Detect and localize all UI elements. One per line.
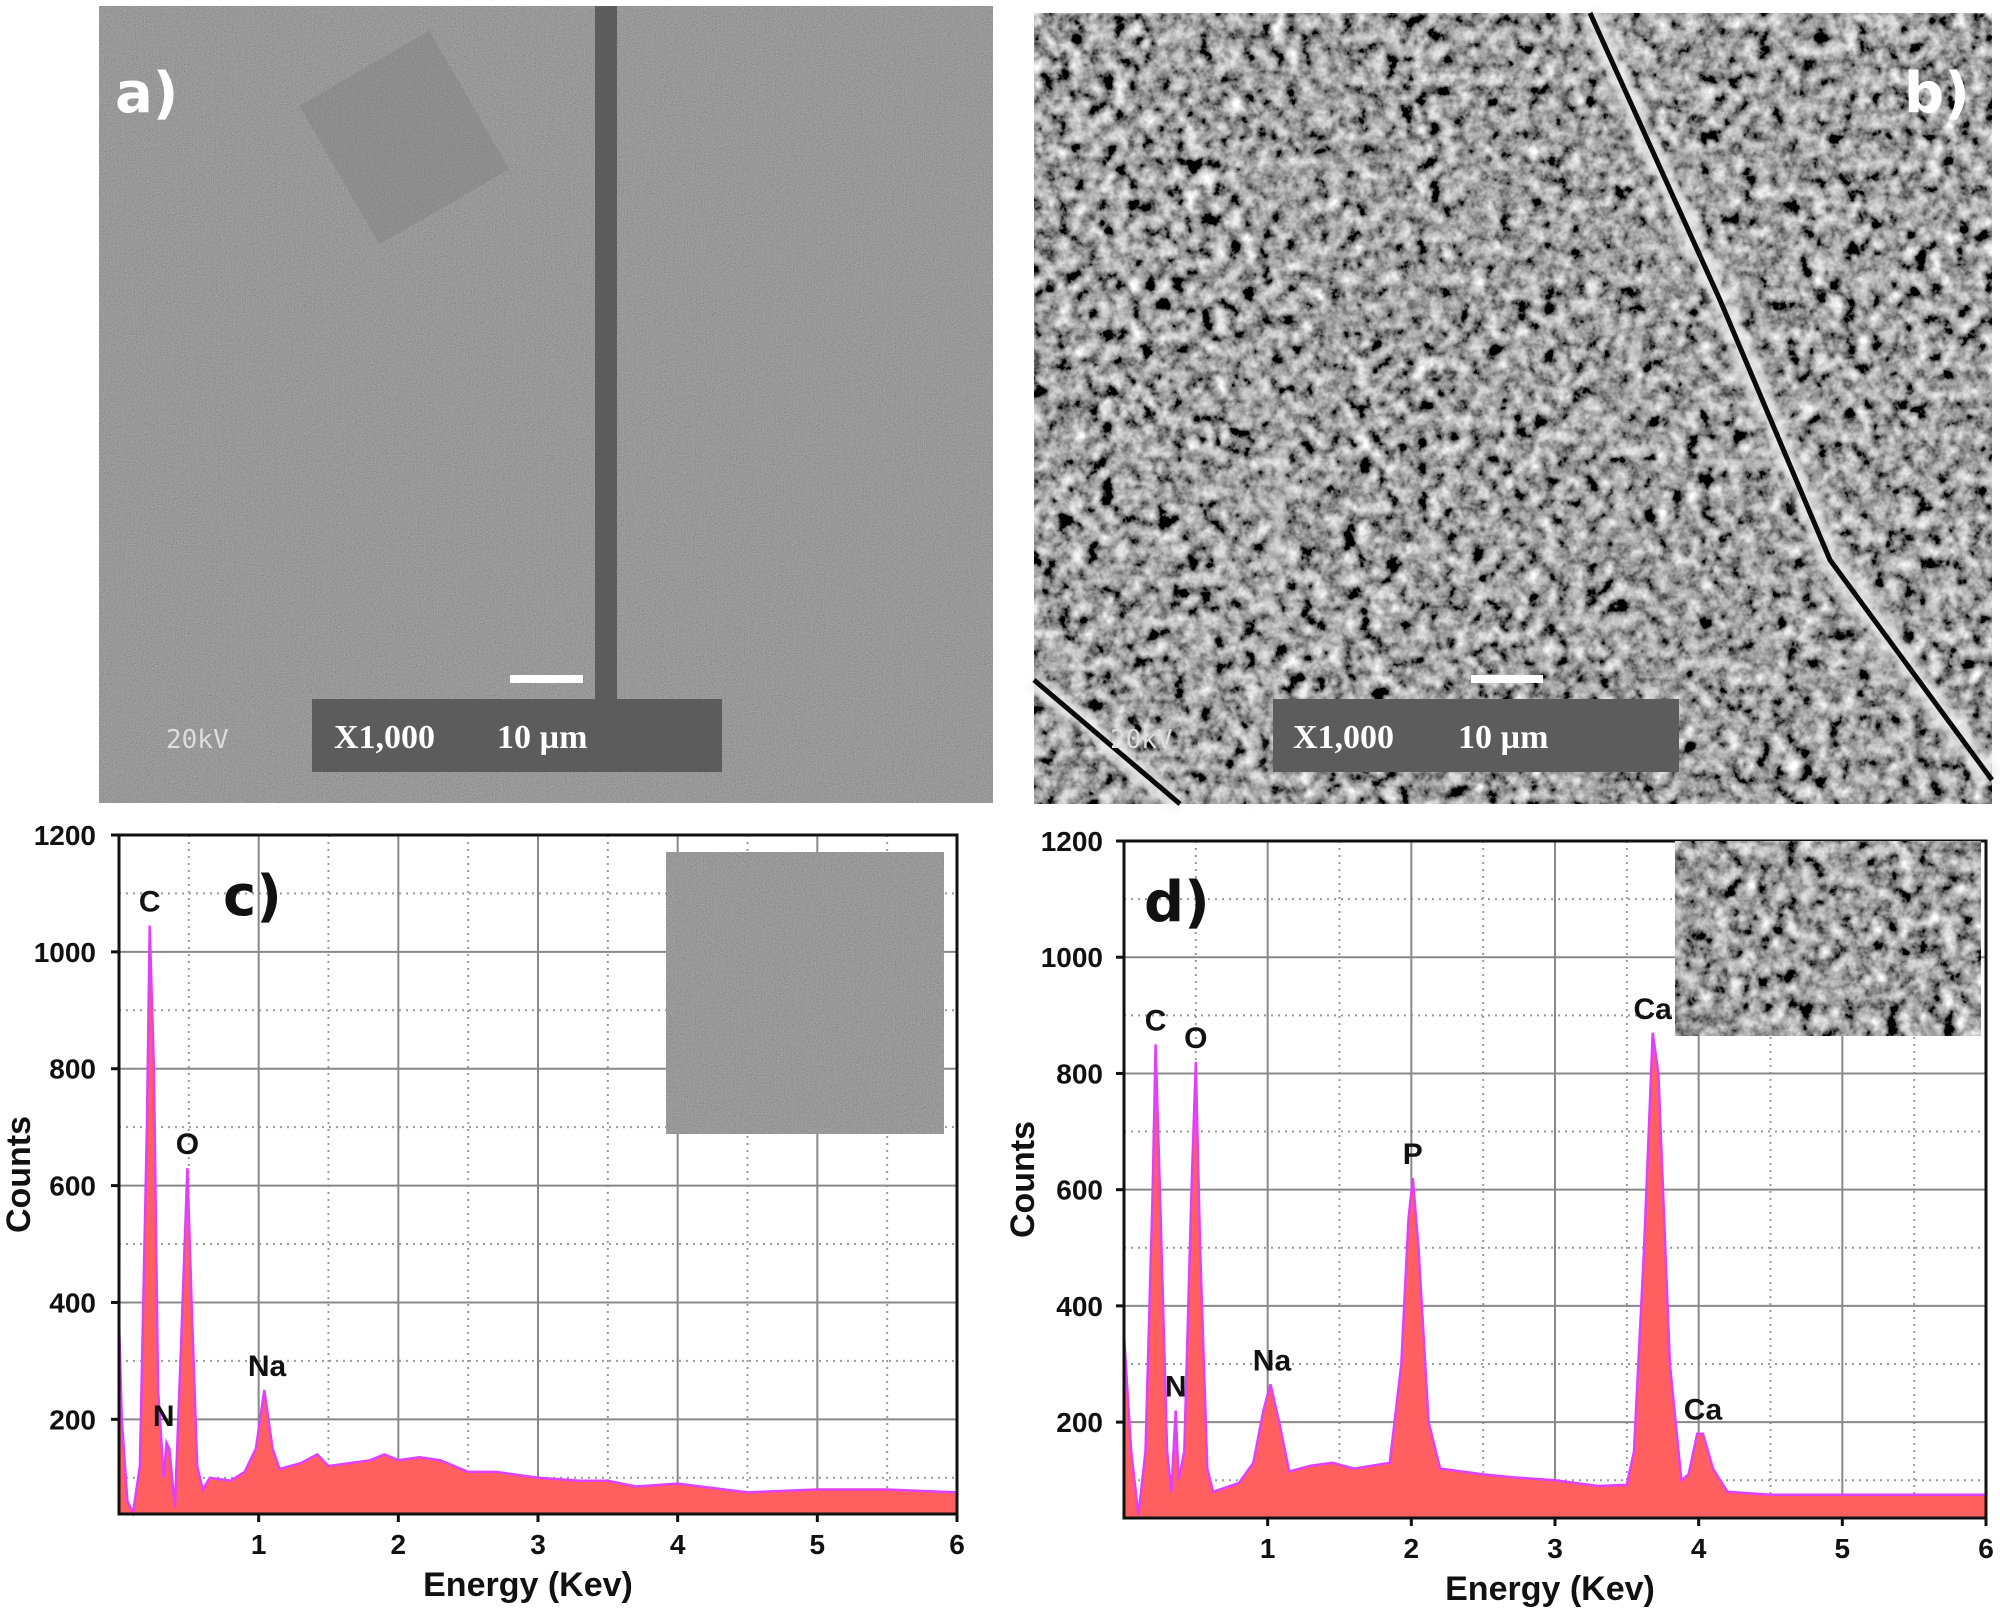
y-tick-label: 800 (49, 1054, 96, 1085)
x-tick-label: 4 (670, 1529, 686, 1560)
y-tick-label: 400 (49, 1287, 96, 1318)
peak-label: P (1403, 1138, 1423, 1171)
peak-label: Na (1253, 1344, 1292, 1377)
x-tick-label: 3 (1547, 1533, 1563, 1564)
eds-chart-c: 200 400 600 800 1000 1200 1 2 3 4 5 6 Energy (Kev) Co… (0, 820, 965, 1604)
x-tick-label: 1 (1260, 1533, 1276, 1564)
x-tick-label: 1 (251, 1529, 267, 1560)
sem-image-a: a) 20kV X1,000 10 µm (99, 6, 993, 803)
x-tick-label: 6 (1978, 1533, 1994, 1564)
magnification-b: X1,000 (1293, 719, 1394, 756)
voltage-b: 20kV (1110, 725, 1173, 755)
peak-label: O (176, 1128, 199, 1161)
x-tick-label: 4 (1691, 1533, 1707, 1564)
y-tick-label: 1200 (34, 820, 96, 851)
y-tick-label: 400 (1056, 1291, 1103, 1322)
x-tick-label: 5 (1835, 1533, 1851, 1564)
y-tick-label: 1000 (1041, 942, 1103, 973)
y-tick-label: 1200 (1041, 826, 1103, 857)
y-axis-label: Counts (0, 1116, 38, 1233)
peak-label: N (153, 1400, 175, 1433)
x-tick-label: 6 (949, 1529, 965, 1560)
y-tick-label: 600 (49, 1171, 96, 1202)
inset-sem-image (1675, 841, 1981, 1036)
voltage-a: 20kV (166, 725, 229, 755)
y-tick-label: 200 (49, 1404, 96, 1435)
x-tick-label: 2 (1404, 1533, 1420, 1564)
panel-label-a: a) (115, 61, 178, 126)
peak-label: N (1165, 1370, 1187, 1403)
x-axis-label: Energy (Kev) (423, 1566, 633, 1604)
scale-bar-b (1471, 675, 1543, 683)
y-tick-label: 200 (1056, 1407, 1103, 1438)
spectrum-line (1122, 1032, 1986, 1516)
sem-image-b: b) 20kV X1,000 10 µm (1027, 8, 2000, 812)
peak-label: Ca (1684, 1394, 1723, 1427)
peak-label: C (139, 886, 161, 919)
info-box-b (1273, 699, 1679, 772)
spectrum-line (117, 925, 958, 1518)
inset-sem-image (666, 852, 944, 1134)
panel-label: d) (1144, 870, 1210, 935)
peak-label: Na (248, 1350, 287, 1383)
x-tick-label: 2 (391, 1529, 407, 1560)
y-axis-label: Counts (1004, 1121, 1042, 1238)
y-tick-label: 600 (1056, 1175, 1103, 1206)
scale-bar-a (510, 675, 583, 683)
x-tick-label: 5 (810, 1529, 826, 1560)
panel-label: c) (223, 864, 282, 929)
peak-label: C (1145, 1004, 1167, 1037)
magnification-a: X1,000 (334, 719, 435, 756)
peak-label: O (1184, 1022, 1207, 1055)
panel-label-b: b) (1904, 61, 1970, 126)
info-box-a (312, 699, 722, 772)
x-tick-label: 3 (530, 1529, 546, 1560)
scale-text-a: 10 µm (497, 719, 587, 756)
y-tick-label: 800 (1056, 1058, 1103, 1089)
peak-label: Ca (1634, 993, 1673, 1026)
scale-text-b: 10 µm (1458, 719, 1548, 756)
y-tick-label: 1000 (34, 937, 96, 968)
x-axis-label: Energy (Kev) (1445, 1570, 1655, 1608)
eds-chart-d: 200 400 600 800 1000 1200 1 2 3 4 5 6 Energy (Kev) Co… (1004, 826, 1994, 1608)
